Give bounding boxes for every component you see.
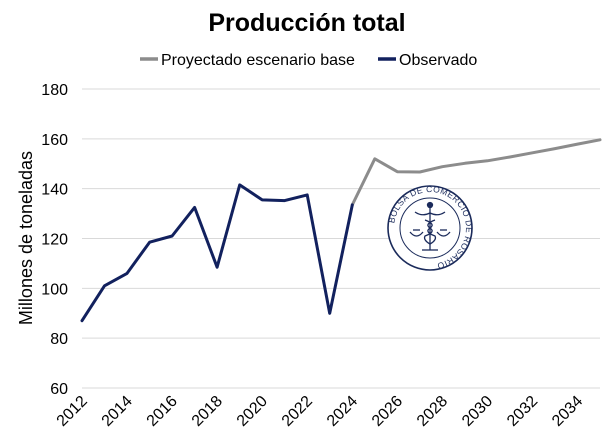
chart-title: Producción total: [208, 9, 405, 37]
x-tick-label: 2022: [279, 393, 316, 430]
x-tick-labels: 2012 2014 2016 2018 2020 2022 2024 2026 2028 2030…: [54, 393, 587, 430]
y-tick-label: 140: [41, 182, 68, 199]
legend-label-observed: Observado: [399, 52, 477, 69]
series-line-observed: [80, 183, 354, 323]
x-tick-label: 2012: [54, 393, 91, 430]
x-tick-label: 2032: [504, 393, 541, 430]
x-tick-label: 2034: [549, 393, 586, 430]
x-tick-label: 2030: [459, 393, 496, 430]
x-tick-label: 2024: [324, 393, 361, 430]
series-line-projected: [350, 138, 602, 207]
watermark-seal: BOLSA DE COMERCIO DE ROSARIO: [386, 184, 473, 271]
legend: Proyectado escenario base Observado: [140, 52, 477, 69]
y-tick-label: 60: [50, 381, 68, 398]
y-tick-label: 180: [41, 82, 68, 99]
y-tick-labels: 60 80 100 120 140 160 180: [41, 82, 68, 398]
y-tick-label: 100: [41, 281, 68, 298]
y-tick-label: 80: [50, 331, 68, 348]
x-tick-label: 2028: [414, 393, 451, 430]
caduceus-icon: [409, 201, 451, 251]
y-tick-label: 160: [41, 132, 68, 149]
x-tick-label: 2014: [99, 393, 136, 430]
x-tick-label: 2026: [369, 393, 406, 430]
x-tick-label: 2018: [189, 393, 226, 430]
x-tick-label: 2016: [144, 393, 181, 430]
legend-label-projected: Proyectado escenario base: [161, 52, 355, 69]
series-lines: [80, 138, 602, 323]
y-tick-label: 120: [41, 232, 68, 249]
seal-inner-ring: [399, 197, 461, 259]
x-tick-label: 2020: [234, 393, 271, 430]
y-axis-label: Millones de toneladas: [16, 151, 36, 325]
